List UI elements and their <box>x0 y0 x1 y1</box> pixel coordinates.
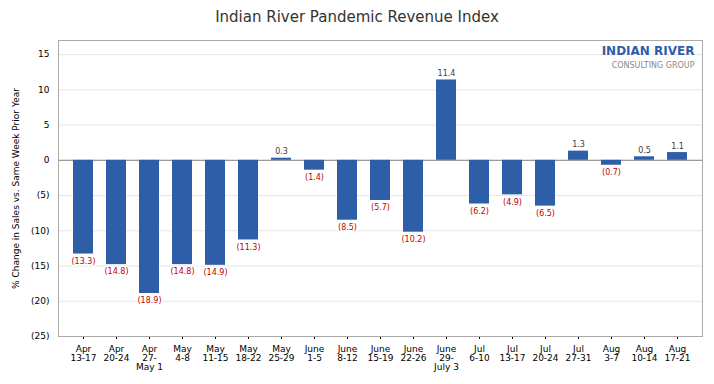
svg-text:Apr13-17: Apr13-17 <box>70 344 96 363</box>
svg-text:(14.8): (14.8) <box>170 267 194 276</box>
svg-text:June22-26: June22-26 <box>400 344 426 363</box>
svg-text:June29-July 3: June29-July 3 <box>433 344 459 372</box>
svg-text:Jul6-10: Jul6-10 <box>469 344 490 363</box>
svg-text:(20): (20) <box>31 296 49 306</box>
svg-text:(15): (15) <box>31 261 49 271</box>
svg-text:May18-22: May18-22 <box>235 344 261 363</box>
svg-text:(14.9): (14.9) <box>203 268 227 277</box>
svg-text:1.3: 1.3 <box>572 140 585 149</box>
svg-text:June15-19: June15-19 <box>367 344 393 363</box>
svg-text:(6.2): (6.2) <box>470 207 489 216</box>
svg-text:(11.3): (11.3) <box>236 243 260 252</box>
svg-text:May11-15: May11-15 <box>202 344 228 363</box>
svg-text:11.4: 11.4 <box>438 69 456 78</box>
svg-text:(25): (25) <box>31 331 49 341</box>
svg-text:Aug17-21: Aug17-21 <box>664 344 690 363</box>
svg-text:(13.3): (13.3) <box>71 257 95 266</box>
svg-text:(5.7): (5.7) <box>371 203 390 212</box>
svg-text:(10): (10) <box>31 226 49 236</box>
svg-text:CONSULTING GROUP: CONSULTING GROUP <box>612 61 695 70</box>
svg-text:15: 15 <box>38 49 49 59</box>
svg-text:0.5: 0.5 <box>638 146 651 155</box>
svg-text:(4.9): (4.9) <box>503 198 522 207</box>
svg-text:(10.2): (10.2) <box>401 235 425 244</box>
svg-text:May4-8: May4-8 <box>173 344 192 363</box>
svg-text:Aug3-7: Aug3-7 <box>603 344 621 363</box>
svg-text:May25-29: May25-29 <box>268 344 294 363</box>
svg-text:Apr20-24: Apr20-24 <box>103 344 129 363</box>
svg-text:0: 0 <box>44 155 50 165</box>
svg-text:10: 10 <box>38 85 50 95</box>
svg-text:0.3: 0.3 <box>275 147 288 156</box>
svg-text:Jul13-17: Jul13-17 <box>499 344 525 363</box>
svg-text:June1-5: June1-5 <box>304 344 325 363</box>
svg-text:(0.7): (0.7) <box>602 168 621 177</box>
svg-text:(18.9): (18.9) <box>137 296 161 305</box>
svg-text:Apr27-May 1: Apr27-May 1 <box>136 344 163 372</box>
svg-text:INDIAN RIVER: INDIAN RIVER <box>602 44 695 58</box>
svg-text:(8.5): (8.5) <box>338 223 357 232</box>
svg-text:Jul27-31: Jul27-31 <box>565 344 591 363</box>
svg-text:June8-12: June8-12 <box>337 344 358 363</box>
svg-text:(1.4): (1.4) <box>305 173 324 182</box>
svg-text:Aug10-14: Aug10-14 <box>631 344 657 363</box>
html-text:Indian River Pandemic Revenue: Indian River Pandemic Revenue Index <box>215 8 499 26</box>
svg-text:(14.8): (14.8) <box>104 267 128 276</box>
svg-text:1.1: 1.1 <box>671 142 684 151</box>
svg-text:(5): (5) <box>37 190 50 200</box>
svg-text:% Change in Sales vs. Same Wee: % Change in Sales vs. Same Week Prior Ye… <box>11 88 21 289</box>
svg-text:5: 5 <box>44 120 50 130</box>
svg-text:Jul20-24: Jul20-24 <box>532 344 558 363</box>
svg-text:(6.5): (6.5) <box>536 209 555 218</box>
